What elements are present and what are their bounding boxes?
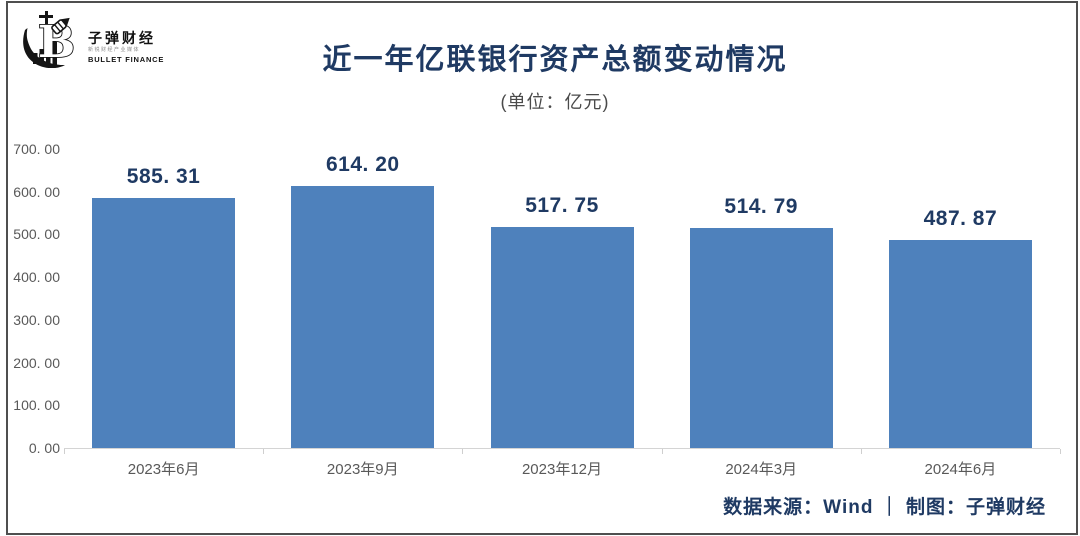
bar [888, 239, 1032, 448]
y-axis-tick-label: 400. 00 [13, 269, 60, 286]
x-axis-tick [661, 449, 663, 454]
bar-value-label: 614. 20 [325, 152, 400, 176]
bar-value-label: 514. 79 [724, 195, 798, 219]
bar [490, 226, 634, 448]
x-axis-label: 2023年9月 [326, 461, 399, 478]
bullet-finance-logo: B 子弹财经 新锐财经产业媒体 BULLET FINANCE [18, 10, 164, 68]
x-axis-line [64, 448, 1060, 449]
bar-value-label: 585. 31 [126, 164, 201, 188]
x-axis-label: 2024年6月 [924, 461, 997, 478]
x-axis-label: 2023年12月 [521, 461, 603, 478]
y-axis-tick-label: 200. 00 [13, 354, 60, 371]
y-axis-tick-label: 300. 00 [13, 311, 60, 328]
y-axis-tick-label: 100. 00 [13, 397, 60, 414]
bar-value-label: 517. 75 [525, 193, 599, 217]
x-axis-tick [64, 449, 65, 454]
x-axis-tick [263, 449, 265, 454]
data-source-credit: 数据来源：Wind ｜ 制图：子弹财经 [723, 497, 1046, 518]
chart-title: 近一年亿联银行资产总额变动情况 [322, 44, 788, 76]
logo-subname: BULLET FINANCE [88, 54, 165, 64]
bar-value-label: 487. 87 [923, 206, 998, 230]
y-axis-tick-label: 700. 00 [13, 141, 60, 157]
x-axis-tick [1060, 449, 1061, 454]
bar [291, 185, 435, 448]
chart-unit-note: (单位：亿元) [500, 92, 610, 112]
logo-name: 子弹财经 [88, 29, 156, 46]
x-axis-label: 2024年3月 [725, 461, 798, 478]
logo-text-block: 子弹财经 新锐财经产业媒体 BULLET FINANCE [88, 29, 165, 64]
x-axis-label: 2023年6月 [127, 461, 200, 478]
bullet-finance-logo-icon: B [23, 11, 76, 68]
y-axis-tick-label: 500. 00 [13, 226, 60, 243]
x-axis-tick [860, 449, 862, 454]
y-axis-tick-label: 600. 00 [13, 183, 60, 200]
bar [92, 197, 236, 448]
logo-tagline: 新锐财经产业媒体 [88, 46, 141, 53]
x-axis-tick [462, 449, 464, 454]
y-axis-tick-label: 0. 00 [28, 440, 60, 456]
bar [689, 228, 833, 448]
